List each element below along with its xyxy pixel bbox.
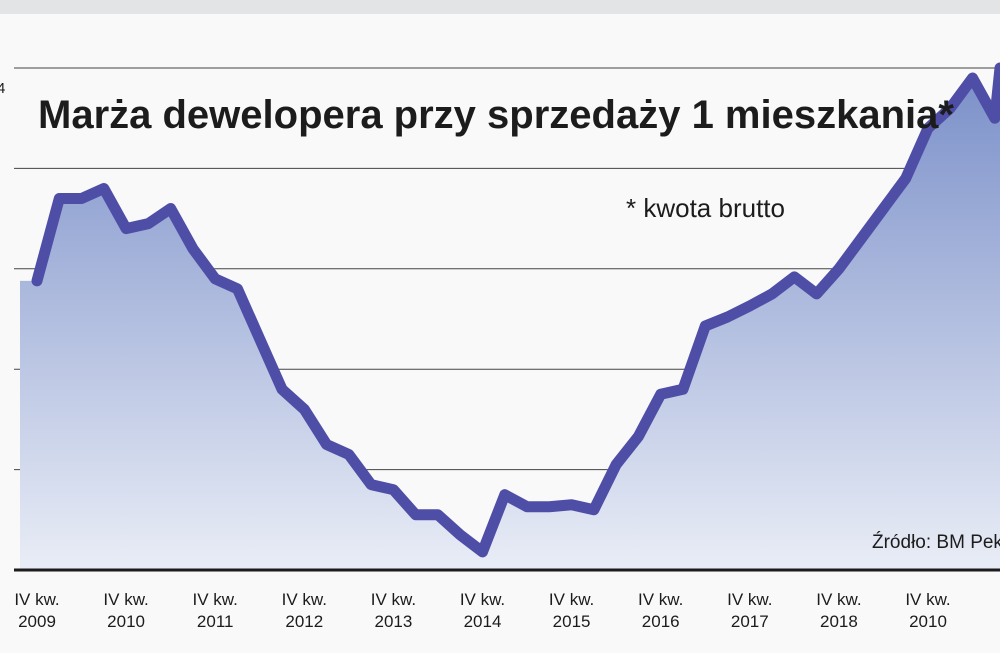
x-tick-labels: IV kw. 2009 IV kw. 2010 IV kw. 2011 IV kw. 2012… <box>14 590 950 631</box>
x-tick-label: IV kw. 2011 <box>193 590 238 631</box>
data-point <box>214 278 216 280</box>
data-point <box>994 117 996 119</box>
data-point <box>103 187 105 189</box>
x-tick-label-line1: IV kw. <box>193 590 238 609</box>
x-tick-label-line1: IV kw. <box>371 590 416 609</box>
x-tick-label: IV kw. 2012 <box>282 590 327 631</box>
x-tick-label-line2: 2018 <box>820 612 858 631</box>
data-point <box>749 305 751 307</box>
data-point <box>392 489 394 491</box>
area-fill-layer <box>20 68 1000 570</box>
x-tick-label-line2: 2014 <box>464 612 502 631</box>
data-point <box>348 454 350 456</box>
data-point <box>236 288 238 290</box>
data-point <box>281 388 283 390</box>
x-tick-label: IV kw. 2009 <box>14 590 59 631</box>
x-tick-label: IV kw. 2010 <box>905 590 950 631</box>
data-point <box>860 238 862 240</box>
data-point <box>816 293 818 295</box>
data-point <box>660 393 662 395</box>
data-point <box>326 444 328 446</box>
data-point <box>526 506 528 508</box>
area-fill <box>20 68 1000 570</box>
top-border-bar <box>0 0 1000 14</box>
x-tick-label-line2: 2010 <box>107 612 145 631</box>
data-point <box>571 504 573 506</box>
series-line <box>31 62 1000 558</box>
x-tick-label-line2: 2015 <box>553 612 591 631</box>
data-point <box>615 464 617 466</box>
x-tick-label-line1: IV kw. <box>14 590 59 609</box>
chart-note: * kwota brutto <box>626 193 785 223</box>
data-point <box>593 509 595 511</box>
x-tick-label-line1: IV kw. <box>638 590 683 609</box>
data-point <box>727 316 729 318</box>
data-point <box>36 280 38 282</box>
data-point <box>415 514 417 516</box>
data-point <box>147 223 149 225</box>
data-point <box>459 534 461 536</box>
x-tick-label: IV kw. 2017 <box>727 590 772 631</box>
x-tick-label: IV kw. 2013 <box>371 590 416 631</box>
x-tick-label-line1: IV kw. <box>727 590 772 609</box>
x-tick-label-line2: 2009 <box>18 612 56 631</box>
x-tick-label: IV kw. 2010 <box>103 590 148 631</box>
data-point <box>548 506 550 508</box>
x-tick-label: IV kw. 2018 <box>816 590 861 631</box>
data-point <box>905 177 907 179</box>
y-tick-label-top: 4 <box>0 80 5 97</box>
x-tick-label-line1: IV kw. <box>460 590 505 609</box>
data-point <box>58 198 60 200</box>
data-point <box>682 388 684 390</box>
data-point <box>838 268 840 270</box>
x-tick-label-line2: 2013 <box>374 612 412 631</box>
data-point <box>81 198 83 200</box>
data-point <box>882 208 884 210</box>
chart-title: Marża dewelopera przy sprzedaży 1 mieszk… <box>38 93 954 137</box>
x-tick-label-line2: 2010 <box>909 612 947 631</box>
x-tick-label-line1: IV kw. <box>905 590 950 609</box>
x-tick-label-line2: 2011 <box>197 612 234 631</box>
data-point <box>972 77 974 79</box>
x-tick-label: IV kw. 2014 <box>460 590 505 631</box>
data-point <box>303 408 305 410</box>
x-tick-label-line2: 2012 <box>285 612 323 631</box>
data-point <box>259 338 261 340</box>
data-point <box>482 551 484 553</box>
x-tick-label-line1: IV kw. <box>549 590 594 609</box>
data-point <box>437 514 439 516</box>
data-point <box>170 208 172 210</box>
data-point <box>192 248 194 250</box>
data-point <box>370 484 372 486</box>
data-point <box>125 228 127 230</box>
data-point <box>771 293 773 295</box>
x-tick-label-line1: IV kw. <box>816 590 861 609</box>
x-tick-label-line1: IV kw. <box>282 590 327 609</box>
x-tick-label-line2: 2017 <box>731 612 769 631</box>
data-point <box>793 276 795 278</box>
data-point <box>704 325 706 327</box>
chart-source: Źródło: BM Peka <box>872 532 1000 553</box>
x-tick-label: IV kw. 2016 <box>638 590 683 631</box>
x-tick-label-line1: IV kw. <box>103 590 148 609</box>
data-point <box>637 435 639 437</box>
x-tick-label: IV kw. 2015 <box>549 590 594 631</box>
series-line-layer <box>31 62 1000 558</box>
data-point <box>504 494 506 496</box>
x-tick-label-line2: 2016 <box>642 612 680 631</box>
